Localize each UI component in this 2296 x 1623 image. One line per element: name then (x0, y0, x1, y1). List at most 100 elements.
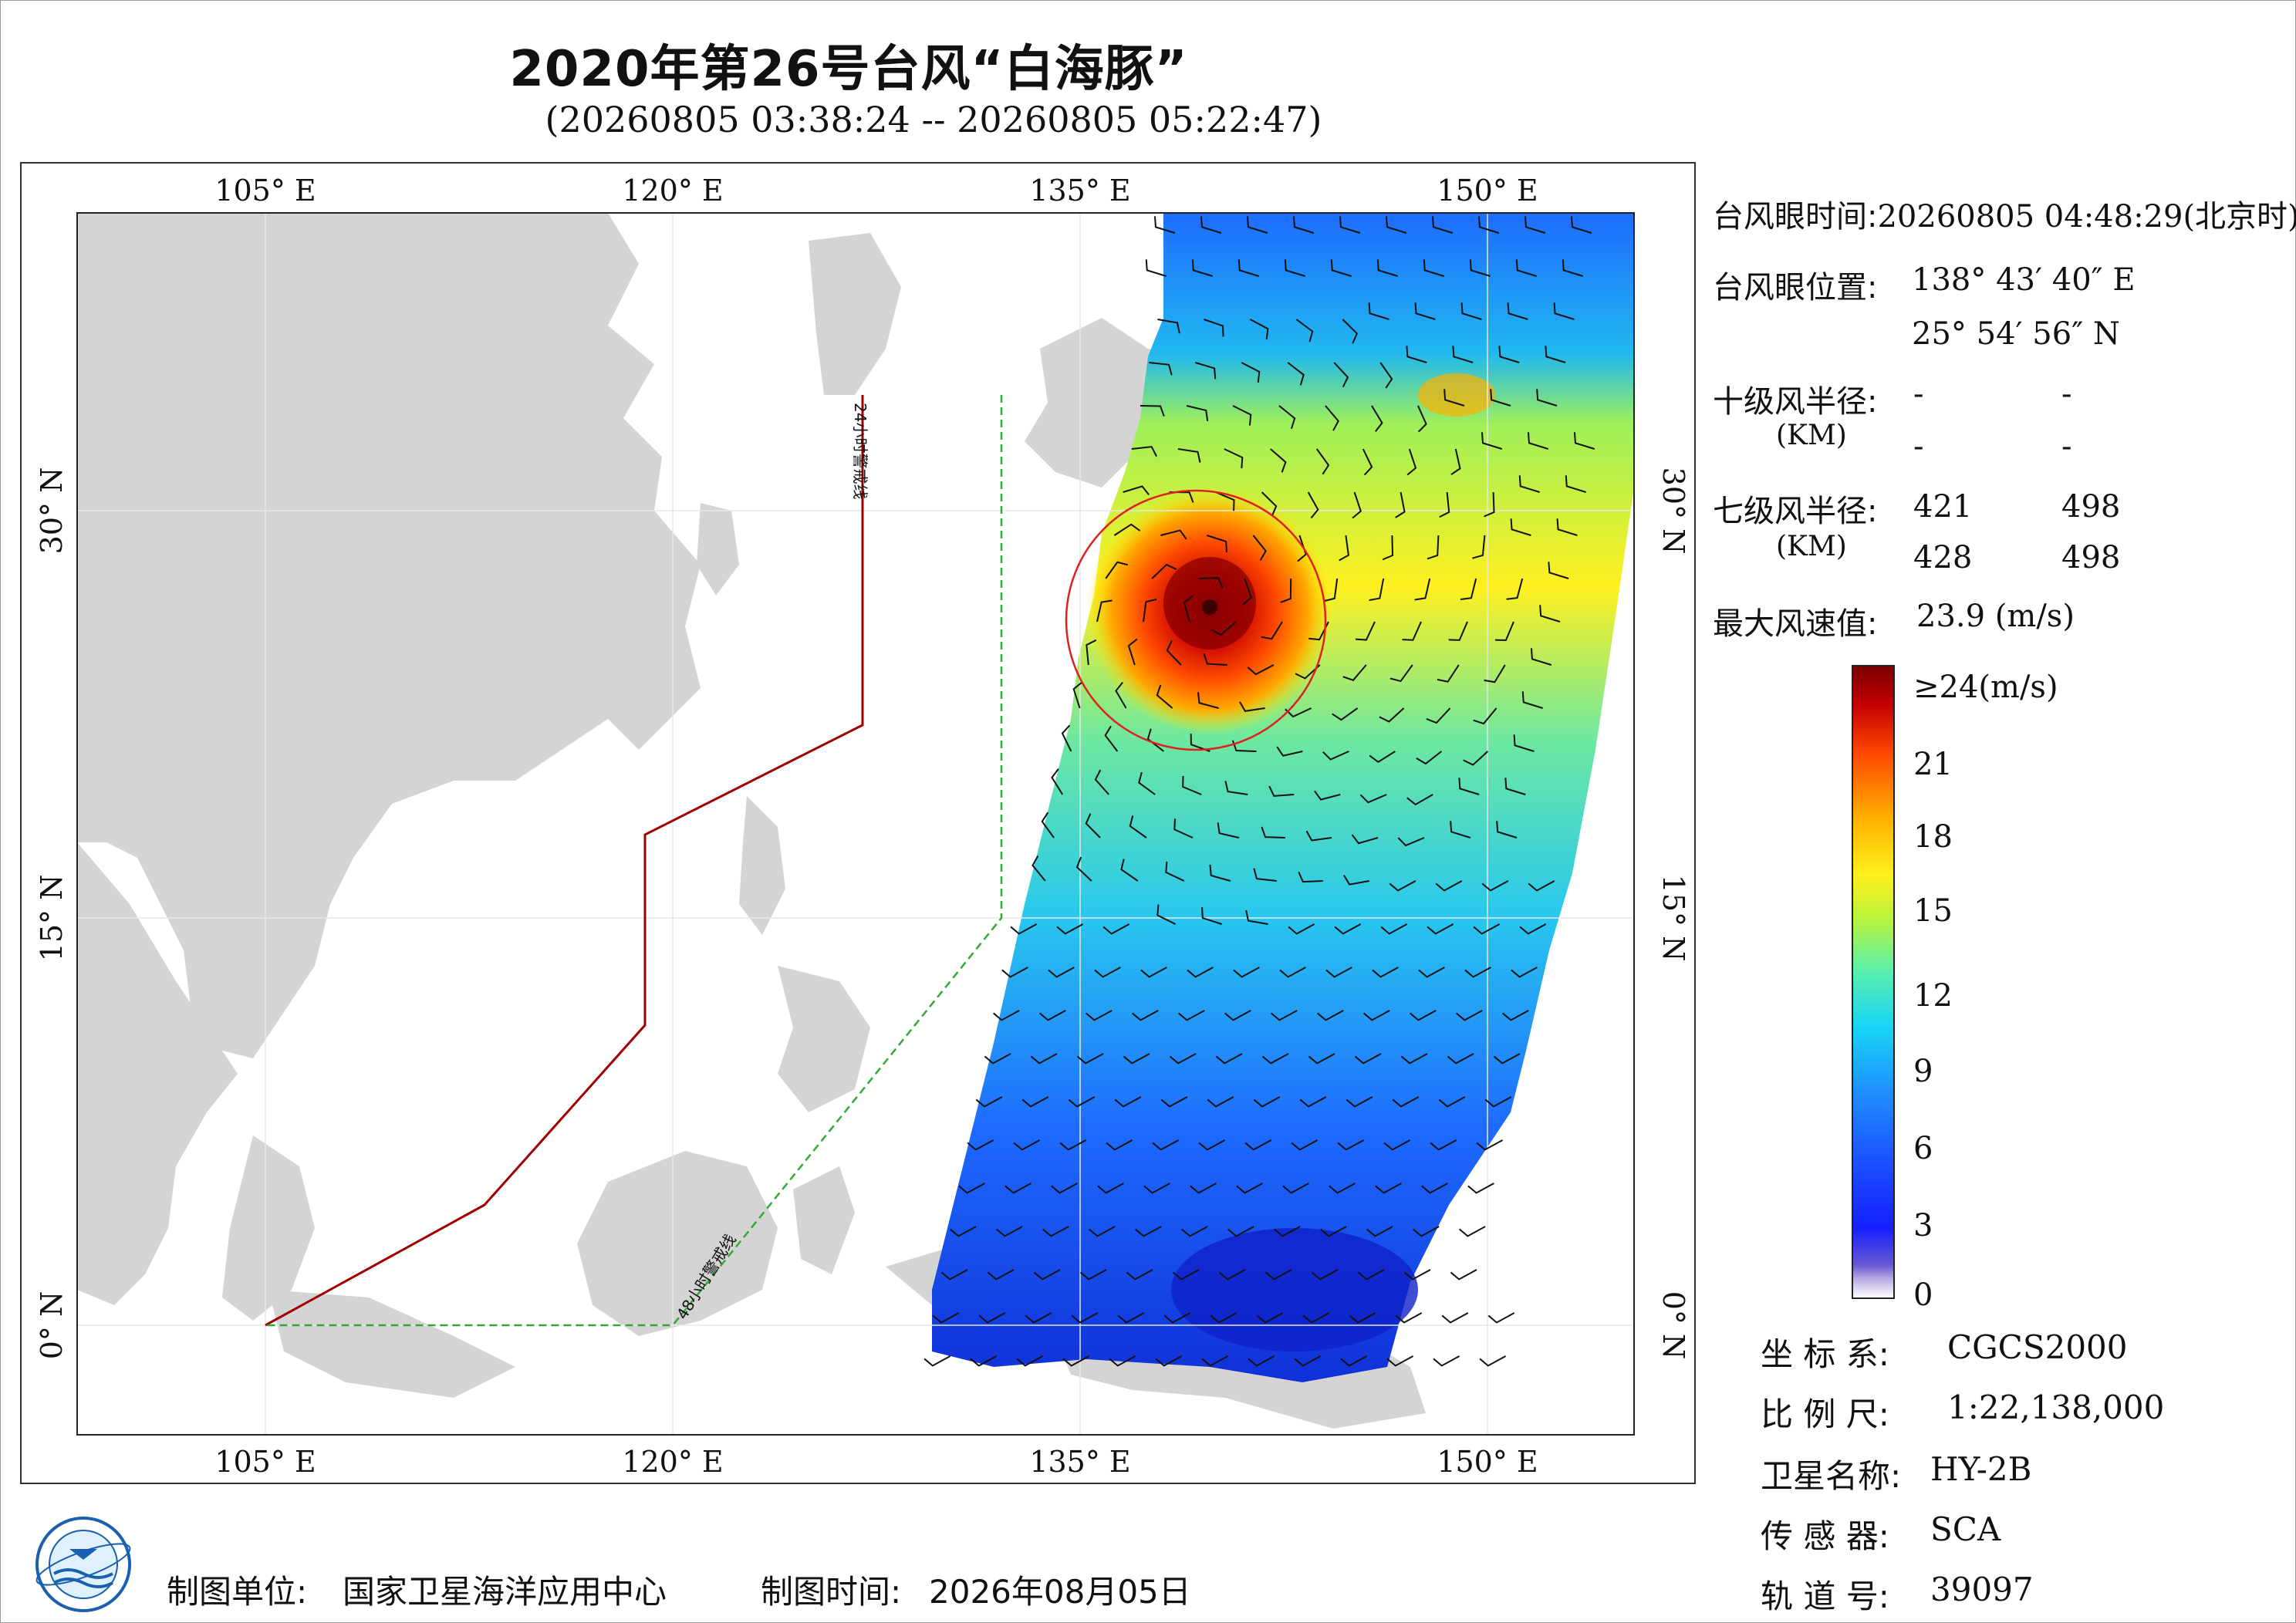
wind-barb (1282, 1183, 1309, 1194)
wind-barb (1385, 216, 1407, 234)
colorbar-tick: 6 (1913, 1131, 1933, 1166)
warning-24h-label: 24小时警戒线 (851, 403, 869, 499)
wind-barb (1510, 518, 1531, 536)
wind-barb (1156, 684, 1173, 709)
wind-barb (1352, 491, 1362, 519)
wind-barb (1085, 813, 1101, 838)
wind-barb (1570, 216, 1592, 234)
wind-field-map[interactable]: 105° E 120° E 135° E 150° E 105° E 120° … (22, 164, 1694, 1483)
wind-barb (1504, 778, 1526, 795)
wind-barb (1210, 1312, 1237, 1324)
wind-barb (1201, 1355, 1229, 1367)
wind-barb (970, 1355, 998, 1367)
colorbar-tick: 0 (1913, 1277, 1933, 1313)
wind-barb (1382, 535, 1394, 561)
wind-barb (1157, 319, 1180, 334)
wind-barb (1366, 1226, 1393, 1237)
wind-barb (1354, 1053, 1382, 1065)
r7-value: 428 (1913, 540, 1973, 575)
max-wind-value: 23.9 (m/s) (1916, 599, 2075, 634)
wind-barb (1215, 491, 1235, 511)
wind-barb (1403, 1269, 1431, 1281)
wind-barb (1423, 259, 1444, 277)
r10-label: 十级风半径: (1713, 384, 1878, 420)
r7-value: 421 (1913, 489, 1973, 525)
wind-barb (1140, 405, 1165, 417)
wind-barb (1437, 664, 1460, 683)
wind-barb (1511, 967, 1538, 978)
wind-barb (1169, 1053, 1197, 1065)
wind-barb (1143, 1183, 1170, 1194)
satellite-value: HY-2B (1930, 1450, 2032, 1488)
wind-barb (1369, 578, 1385, 602)
wind-barb (1297, 535, 1307, 562)
wind-barb (1197, 692, 1219, 709)
wind-barb (1339, 535, 1349, 562)
wind-barb (1315, 448, 1330, 475)
wind-radius-circle (1065, 489, 1327, 751)
wind-barb (1458, 778, 1480, 795)
wind-barb (1342, 664, 1367, 681)
wind-barb (1127, 638, 1138, 666)
wind-barb (1450, 448, 1461, 476)
wind-barb (1033, 1269, 1061, 1281)
lon-label-bottom: 120° E (622, 1445, 723, 1479)
wind-barb (1138, 771, 1156, 795)
wind-barb (1397, 837, 1425, 847)
wind-barb (1178, 1010, 1205, 1021)
wind-barb (1224, 781, 1248, 795)
lon-label-top: 105° E (214, 174, 316, 208)
wind-barb (1395, 491, 1406, 518)
wind-barb (1375, 1183, 1402, 1194)
wind-speed-colorbar (1852, 665, 1895, 1299)
wind-barb (1153, 216, 1176, 234)
observation-time-range: (20260805 03:38:24 -- 20260805 05:22:47) (545, 99, 1322, 140)
wind-barb (1417, 405, 1427, 433)
wind-barb (1339, 216, 1361, 234)
wind-barb (1479, 1355, 1507, 1367)
axis-labels: 105° E 120° E 135° E 150° E 105° E 120° … (35, 174, 1690, 1479)
wind-barb (1473, 707, 1497, 725)
wind-barb (1507, 302, 1528, 320)
wind-barb (1200, 216, 1222, 234)
wind-barb (1190, 1183, 1217, 1194)
wind-barb (1371, 405, 1383, 432)
wind-barb (1096, 599, 1113, 623)
wind-barb (1320, 1226, 1347, 1237)
lat-label-left: 0° N (35, 1291, 69, 1360)
wind-barb (1292, 216, 1315, 234)
wind-barb (1089, 1226, 1116, 1237)
wind-barb (1460, 578, 1477, 601)
wind-barb (1372, 967, 1399, 978)
wind-barb (1441, 1312, 1469, 1324)
wind-barb (1182, 775, 1202, 795)
wind-barb (1459, 1226, 1486, 1237)
wind-barb (1261, 491, 1278, 517)
wind-barb (1048, 967, 1075, 978)
crs-value: CGCS2000 (1947, 1328, 2128, 1366)
wind-barb (1236, 1183, 1263, 1194)
wind-barb (1239, 701, 1265, 712)
map-panel[interactable]: 105° E 120° E 135° E 150° E 105° E 120° … (20, 162, 1696, 1484)
wind-barb (1072, 681, 1083, 709)
wind-barb (1473, 923, 1501, 935)
wind-barb (1177, 448, 1201, 463)
wind-barb (1295, 319, 1314, 342)
wind-barb (996, 1226, 1023, 1237)
wind-barb (1106, 1139, 1133, 1151)
wind-barb (1032, 855, 1046, 882)
producer-label: 制图单位: (167, 1573, 308, 1611)
wind-barb (1314, 790, 1341, 801)
wind-barb (1183, 595, 1194, 623)
wind-barb (1246, 216, 1268, 234)
wind-barb (1325, 967, 1352, 978)
wind-barb (1129, 815, 1147, 838)
wind-barb (1165, 861, 1185, 882)
wind-barb (1448, 621, 1468, 641)
lon-label-top: 120° E (622, 174, 723, 208)
wind-barb (1198, 577, 1224, 589)
wind-barb (1427, 923, 1454, 935)
wind-barb (1013, 1139, 1041, 1151)
wind-barb (1333, 362, 1349, 388)
wind-barb (1332, 707, 1359, 721)
